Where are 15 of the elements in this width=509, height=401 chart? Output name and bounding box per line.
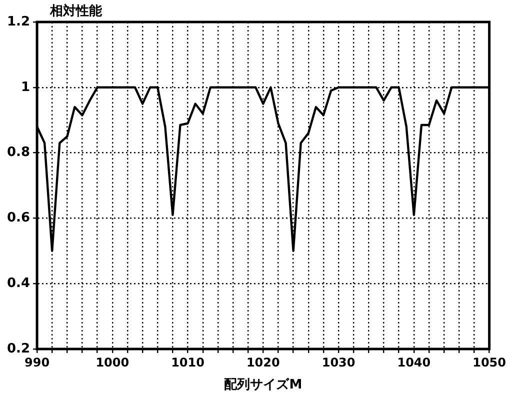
x-tick-label: 1030	[322, 355, 356, 370]
x-axis-title: 配列サイズM	[224, 378, 302, 393]
y-tick-label: 0.2	[7, 341, 30, 356]
x-tick-label: 1020	[246, 355, 280, 370]
y-tick-label: 0.6	[7, 210, 30, 226]
y-axis-title: 相対性能	[50, 2, 102, 20]
y-tick-label: 0.4	[7, 276, 30, 291]
y-tick-label: 0.8	[7, 145, 30, 160]
x-tick-label: 1050	[472, 355, 506, 370]
x-tick-label: 1010	[171, 355, 204, 370]
x-tick-label: 1000	[96, 355, 130, 370]
x-tick-label: 1040	[397, 355, 431, 370]
y-tick-label: 1.2	[7, 14, 30, 30]
y-tick-label: 1	[20, 80, 30, 95]
x-tick-label: 990	[24, 355, 50, 370]
